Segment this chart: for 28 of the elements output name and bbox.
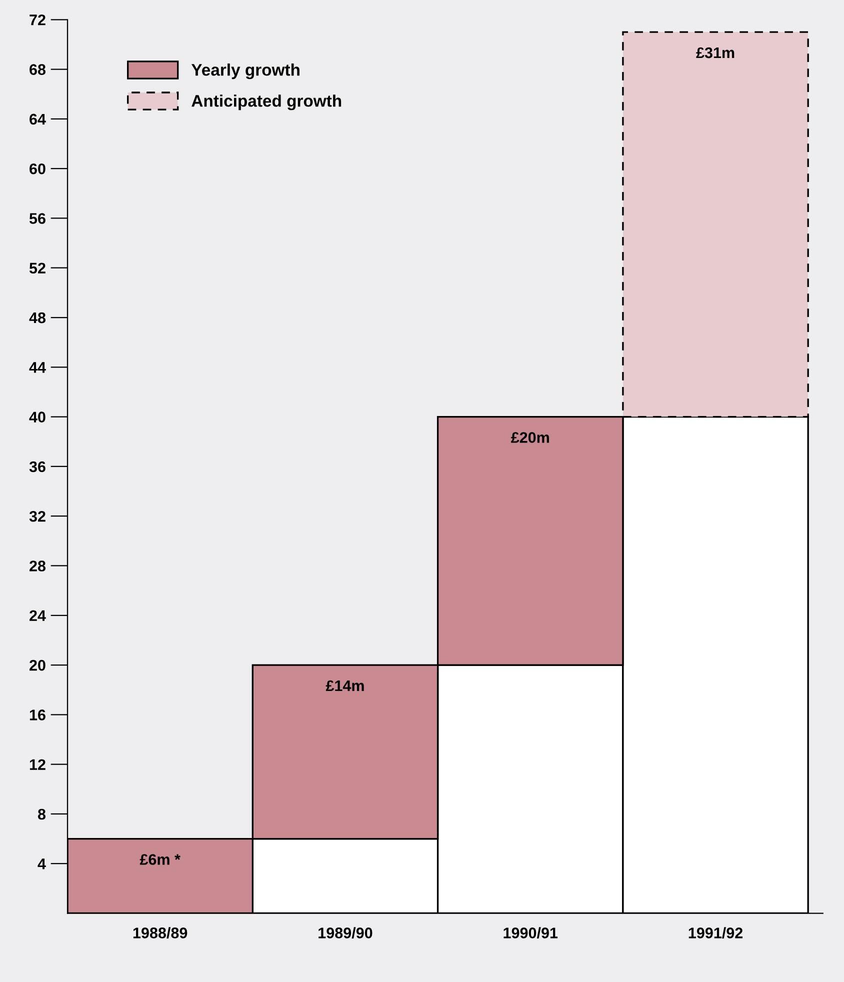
y-tick-label: 16 bbox=[30, 710, 46, 720]
data-label: £31m bbox=[696, 47, 734, 58]
y-tick-label: 8 bbox=[38, 808, 46, 820]
y-tick-label: 28 bbox=[30, 560, 46, 572]
y-tick-label: 72 bbox=[30, 14, 46, 26]
y-tick-label: 44 bbox=[29, 362, 46, 373]
y-tick-label: 36 bbox=[29, 461, 46, 472]
y-tick-label: 24 bbox=[30, 610, 46, 621]
data-label: £20m bbox=[510, 432, 549, 443]
legend-label: Anticipated growth bbox=[192, 94, 342, 110]
data-label: £6m * bbox=[140, 854, 180, 865]
x-tick-label: 1991/92 bbox=[688, 927, 743, 939]
y-tick-label: 56 bbox=[29, 213, 46, 224]
y-tick-label: 60 bbox=[30, 163, 46, 174]
y-tick-label: 48 bbox=[29, 312, 46, 324]
y-tick-label: 64 bbox=[30, 114, 46, 125]
y-tick-label: 40 bbox=[29, 412, 46, 422]
x-tick-label: 1990/91 bbox=[504, 927, 558, 939]
x-tick-label: 1989/90 bbox=[318, 927, 372, 939]
x-tick-label: 1988/89 bbox=[133, 927, 188, 939]
y-tick-label: 12 bbox=[30, 759, 46, 770]
y-tick-label: 68 bbox=[30, 64, 46, 75]
y-tick-label: 52 bbox=[29, 262, 46, 274]
legend-label: Yearly growth bbox=[191, 64, 300, 80]
data-label: £14m bbox=[326, 680, 364, 691]
y-tick-label: 32 bbox=[29, 510, 46, 522]
y-tick-label: 4 bbox=[38, 858, 46, 870]
y-tick-label: 20 bbox=[30, 660, 46, 671]
